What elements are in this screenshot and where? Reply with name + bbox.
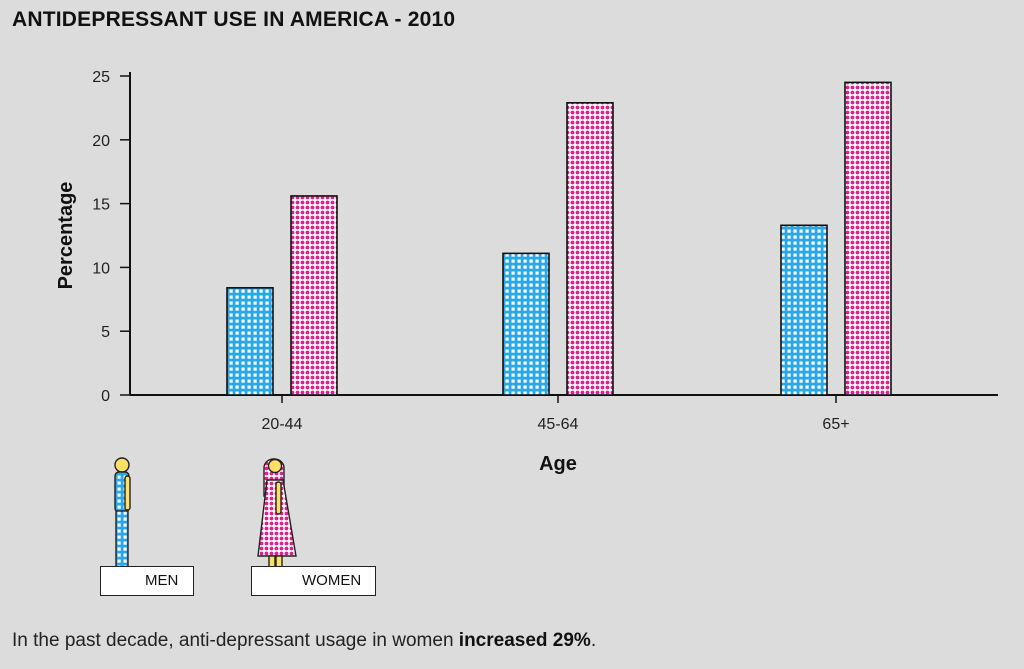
bar-men-20-44 — [226, 287, 274, 396]
caption-text: In the past decade, anti-depressant usag… — [12, 630, 459, 651]
bar-women-65+ — [844, 81, 892, 396]
woman-figure-icon — [257, 458, 297, 582]
chart-title: ANTIDEPRESSANT USE IN AMERICA - 2010 — [12, 8, 456, 31]
y-tick-label: 15 — [92, 197, 110, 214]
bar-women-20-44 — [290, 195, 338, 396]
y-tick-label: 5 — [101, 324, 110, 341]
x-axis-title: Age — [539, 453, 577, 475]
y-tick-label: 25 — [92, 69, 110, 86]
caption: In the past decade, anti-depressant usag… — [12, 630, 596, 652]
x-tick-label: 65+ — [822, 416, 849, 433]
legend-women-label: WOMEN — [302, 572, 362, 589]
legend-men-label: MEN — [145, 572, 179, 589]
bar-men-65+ — [780, 224, 828, 396]
man-figure-icon — [114, 457, 135, 583]
x-tick-label: 20-44 — [262, 416, 303, 433]
bar-women-45-64 — [566, 101, 614, 396]
legend-women: WOMEN — [251, 566, 376, 596]
caption-end: . — [590, 630, 597, 651]
bar-men-45-64 — [502, 252, 550, 396]
y-tick-label: 20 — [92, 133, 110, 150]
caption-highlight: increased 29% — [458, 630, 591, 651]
legend-men: MEN — [100, 566, 194, 596]
y-tick-label: 10 — [92, 260, 110, 277]
x-tick-label: 45-64 — [538, 416, 579, 433]
bar-chart: 0 5 10 15 20 25 Percentage 20-44 45-64 65+ Age — [55, 69, 998, 475]
y-tick-label: 0 — [101, 388, 110, 405]
y-axis-title: Percentage — [55, 182, 77, 290]
